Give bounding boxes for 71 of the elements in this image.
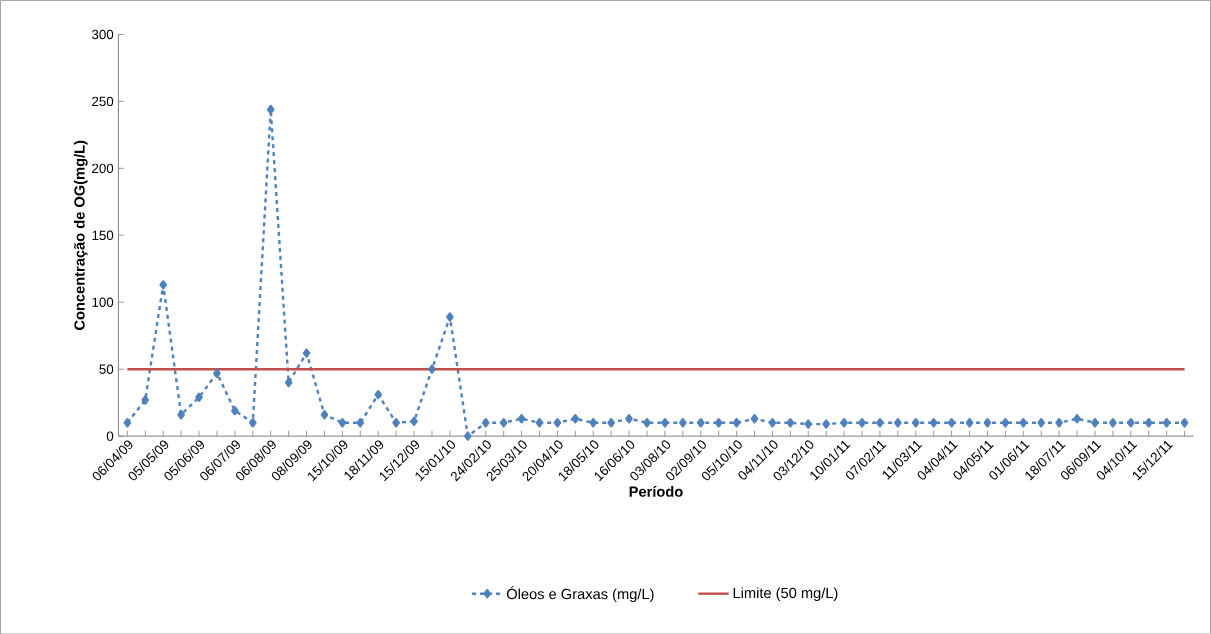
point xyxy=(804,419,813,429)
point xyxy=(284,377,293,388)
point xyxy=(231,405,239,416)
point xyxy=(1127,417,1135,428)
point xyxy=(249,417,257,428)
point xyxy=(732,417,741,428)
y-axis-title: Concentração de OG(mg/L) xyxy=(73,140,88,330)
point xyxy=(481,417,490,428)
point xyxy=(1073,413,1081,424)
y-tick-label: 100 xyxy=(92,297,114,307)
point xyxy=(786,417,795,428)
point xyxy=(553,417,562,428)
point xyxy=(607,417,615,428)
point xyxy=(410,416,418,426)
point xyxy=(661,417,669,428)
point xyxy=(428,364,436,374)
legend-label: Limite (50 mg/L) xyxy=(733,587,838,601)
point xyxy=(446,312,454,322)
point xyxy=(356,417,365,428)
point xyxy=(589,417,598,428)
point xyxy=(464,431,472,441)
point xyxy=(177,409,185,420)
point xyxy=(696,417,705,428)
point xyxy=(159,279,167,290)
point xyxy=(679,417,687,428)
point xyxy=(750,413,759,424)
point xyxy=(1144,417,1153,428)
point xyxy=(768,417,777,428)
point xyxy=(1109,417,1117,428)
point xyxy=(374,389,383,400)
point xyxy=(625,413,633,424)
point xyxy=(1162,417,1171,428)
point xyxy=(1001,417,1010,428)
y-tick-label: 250 xyxy=(92,96,114,106)
point xyxy=(929,417,938,428)
point xyxy=(643,417,651,428)
legend-label: Óleos e Graxas (mg/L) xyxy=(506,586,654,602)
point xyxy=(965,417,974,428)
y-tick-label: 200 xyxy=(92,163,114,173)
point xyxy=(1037,417,1045,428)
y-tick-label: 300 xyxy=(91,29,114,39)
y-tick-label: 50 xyxy=(99,364,114,374)
point xyxy=(392,417,400,428)
point xyxy=(338,417,347,428)
point xyxy=(1055,417,1063,428)
point xyxy=(266,104,275,114)
point xyxy=(947,417,956,428)
point xyxy=(517,413,526,424)
y-tick-label: 150 xyxy=(92,230,114,240)
point xyxy=(714,417,723,428)
point xyxy=(535,417,544,428)
point xyxy=(195,392,203,402)
y-tick-label: 0 xyxy=(106,431,114,441)
point xyxy=(302,348,311,358)
point xyxy=(911,417,920,428)
point xyxy=(1180,417,1189,428)
point xyxy=(213,368,221,378)
point xyxy=(876,417,884,428)
point xyxy=(1019,417,1028,428)
point xyxy=(894,417,902,428)
point xyxy=(822,419,830,429)
point xyxy=(320,409,329,420)
point xyxy=(141,395,150,405)
point xyxy=(840,417,848,428)
point xyxy=(858,417,866,428)
point xyxy=(123,417,132,428)
point xyxy=(571,413,580,424)
point xyxy=(499,417,508,428)
point xyxy=(1091,417,1099,428)
point xyxy=(983,417,992,428)
x-axis-title: Período xyxy=(629,485,683,497)
